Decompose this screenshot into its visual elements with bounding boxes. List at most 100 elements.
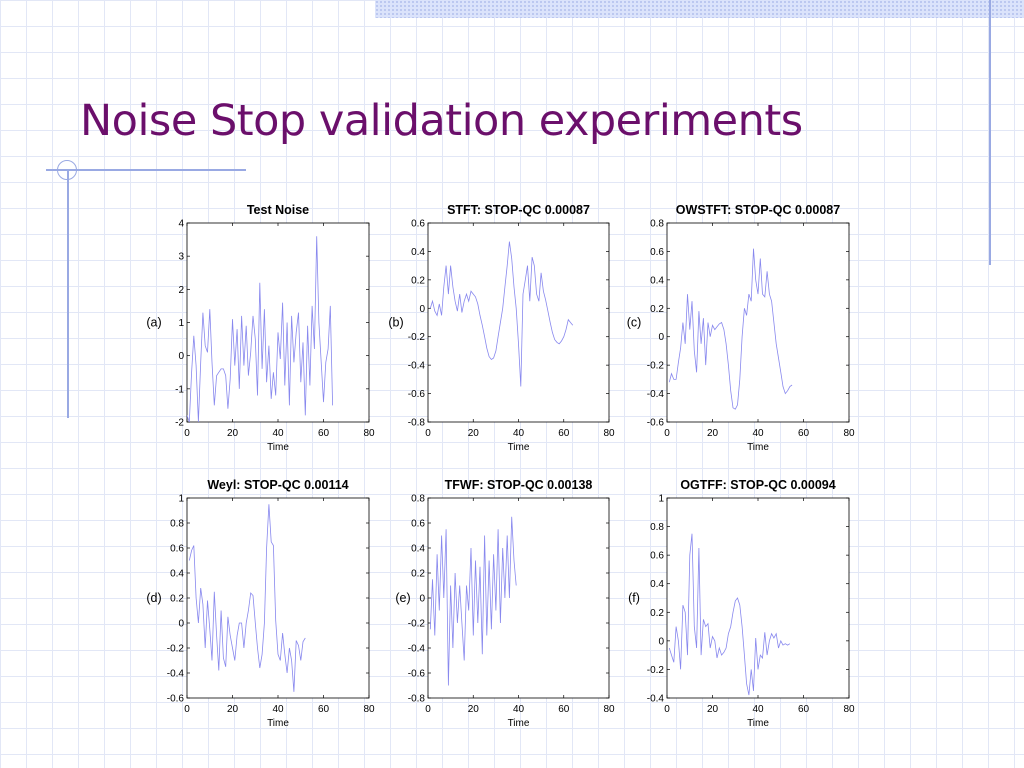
plot-area xyxy=(186,222,370,423)
y-tick-label: 0.4 xyxy=(411,544,425,555)
y-tick-label: 0 xyxy=(658,636,664,647)
chart-title: OWSTFT: STOP-QC 0.00087 xyxy=(676,203,840,217)
panel-label: (e) xyxy=(395,591,410,605)
y-tick-label: 0.6 xyxy=(650,247,664,258)
y-tick-label: 0.4 xyxy=(170,569,184,580)
x-axis-label: Time xyxy=(508,718,530,729)
y-tick-label: -0.2 xyxy=(167,644,185,655)
y-tick-label: -0.4 xyxy=(167,669,185,680)
y-tick-label: 0.6 xyxy=(411,219,425,230)
y-tick-label: 0.8 xyxy=(650,219,664,230)
y-tick-label: 0 xyxy=(419,594,425,605)
x-tick-label: 40 xyxy=(272,428,284,439)
x-tick-label: 40 xyxy=(272,704,284,715)
y-tick-label: 0.6 xyxy=(650,551,664,562)
y-tick-label: 0.8 xyxy=(650,522,664,533)
y-tick-label: -0.4 xyxy=(408,361,426,372)
x-tick-label: 20 xyxy=(468,428,480,439)
x-tick-label: 0 xyxy=(425,428,431,439)
plot-area xyxy=(427,497,610,699)
x-tick-label: 80 xyxy=(603,428,615,439)
y-tick-label: 0.4 xyxy=(650,579,664,590)
x-tick-label: 0 xyxy=(184,428,190,439)
y-tick-label: -0.6 xyxy=(647,418,665,429)
plot-area xyxy=(666,222,850,423)
x-tick-label: 80 xyxy=(843,428,855,439)
y-tick-label: -0.2 xyxy=(647,665,665,676)
x-tick-label: 80 xyxy=(603,704,615,715)
series-line xyxy=(668,533,791,696)
chart-title: Weyl: STOP-QC 0.00114 xyxy=(207,478,348,492)
series-line xyxy=(429,516,517,686)
right-decorative-line xyxy=(989,0,991,265)
y-tick-label: 3 xyxy=(178,252,184,263)
y-tick-label: -1 xyxy=(175,384,184,395)
title-underline xyxy=(46,169,246,171)
y-tick-label: 0.4 xyxy=(650,275,664,286)
chart-panel-2: STFT: STOP-QC 0.00087 0 20 40 60 80 -0.8 -0.6 -0… xyxy=(388,203,615,453)
x-tick-label: 20 xyxy=(227,428,239,439)
panel-label: (c) xyxy=(627,316,642,330)
x-tick-label: 60 xyxy=(318,704,330,715)
x-tick-label: 60 xyxy=(318,428,330,439)
x-tick-label: 20 xyxy=(707,428,719,439)
series-line xyxy=(188,504,306,692)
y-tick-label: 1 xyxy=(178,494,184,505)
x-axis-label: Time xyxy=(267,718,289,729)
y-tick-label: 2 xyxy=(178,285,184,296)
y-tick-label: 0.6 xyxy=(411,519,425,530)
x-tick-label: 0 xyxy=(425,704,431,715)
y-tick-label: 0.6 xyxy=(170,544,184,555)
x-tick-label: 80 xyxy=(843,704,855,715)
chart-panel-1: Test Noise 0 20 40 60 80 -2 -1 0 1 2 3 4 Time (a) xyxy=(146,203,375,453)
series-line xyxy=(668,248,793,410)
x-axis-label: Time xyxy=(747,718,769,729)
x-tick-label: 60 xyxy=(558,428,570,439)
x-axis-label: Time xyxy=(508,442,530,453)
y-tick-label: 0 xyxy=(419,304,425,315)
plot-area xyxy=(427,222,610,423)
y-tick-label: -0.2 xyxy=(647,361,665,372)
chart-title: OGTFF: STOP-QC 0.00094 xyxy=(680,478,835,492)
x-tick-label: 60 xyxy=(798,428,810,439)
x-tick-label: 40 xyxy=(513,428,525,439)
chart-title: STFT: STOP-QC 0.00087 xyxy=(447,203,590,217)
slide-title: Noise Stop validation experiments xyxy=(80,96,803,146)
x-tick-label: 20 xyxy=(707,704,719,715)
series-line xyxy=(429,241,574,387)
y-tick-label: 1 xyxy=(178,318,184,329)
left-decorative-line xyxy=(67,170,69,418)
y-tick-label: 0 xyxy=(658,332,664,343)
y-tick-label: -0.6 xyxy=(408,389,426,400)
chart-panel-3: OWSTFT: STOP-QC 0.00087 0 20 40 60 80 -0.6 -0.4… xyxy=(627,203,855,453)
y-tick-label: 0.8 xyxy=(170,519,184,530)
circle-ornament xyxy=(57,160,77,180)
y-tick-label: -0.8 xyxy=(408,694,426,705)
panel-label: (a) xyxy=(146,316,161,330)
x-tick-label: 40 xyxy=(752,704,764,715)
panel-label: (d) xyxy=(146,591,161,605)
x-tick-label: 20 xyxy=(468,704,480,715)
x-tick-label: 0 xyxy=(664,704,670,715)
panel-label: (b) xyxy=(388,316,403,330)
y-tick-label: 0.2 xyxy=(170,594,184,605)
y-tick-label: 0.2 xyxy=(411,569,425,580)
chart-panel-4: Weyl: STOP-QC 0.00114 0 20 40 60 80 -0.6 -0.4 -0… xyxy=(146,478,375,729)
chart-title: Test Noise xyxy=(247,203,309,217)
y-tick-label: -0.2 xyxy=(408,332,426,343)
y-tick-label: 0.2 xyxy=(650,608,664,619)
x-tick-label: 40 xyxy=(513,704,525,715)
chart-panel-6: OGTFF: STOP-QC 0.00094 0 20 40 60 80 -0.4 -0.2 0… xyxy=(628,478,855,729)
y-tick-label: 0 xyxy=(178,619,184,630)
x-tick-label: 60 xyxy=(798,704,810,715)
y-tick-label: 0.2 xyxy=(411,275,425,286)
y-tick-label: -0.8 xyxy=(408,418,426,429)
x-tick-label: 0 xyxy=(184,704,190,715)
x-tick-label: 80 xyxy=(363,704,375,715)
x-axis-label: Time xyxy=(747,442,769,453)
chart-title: TFWF: STOP-QC 0.00138 xyxy=(445,478,593,492)
x-tick-label: 0 xyxy=(664,428,670,439)
x-tick-label: 80 xyxy=(363,428,375,439)
series-line xyxy=(187,236,333,422)
